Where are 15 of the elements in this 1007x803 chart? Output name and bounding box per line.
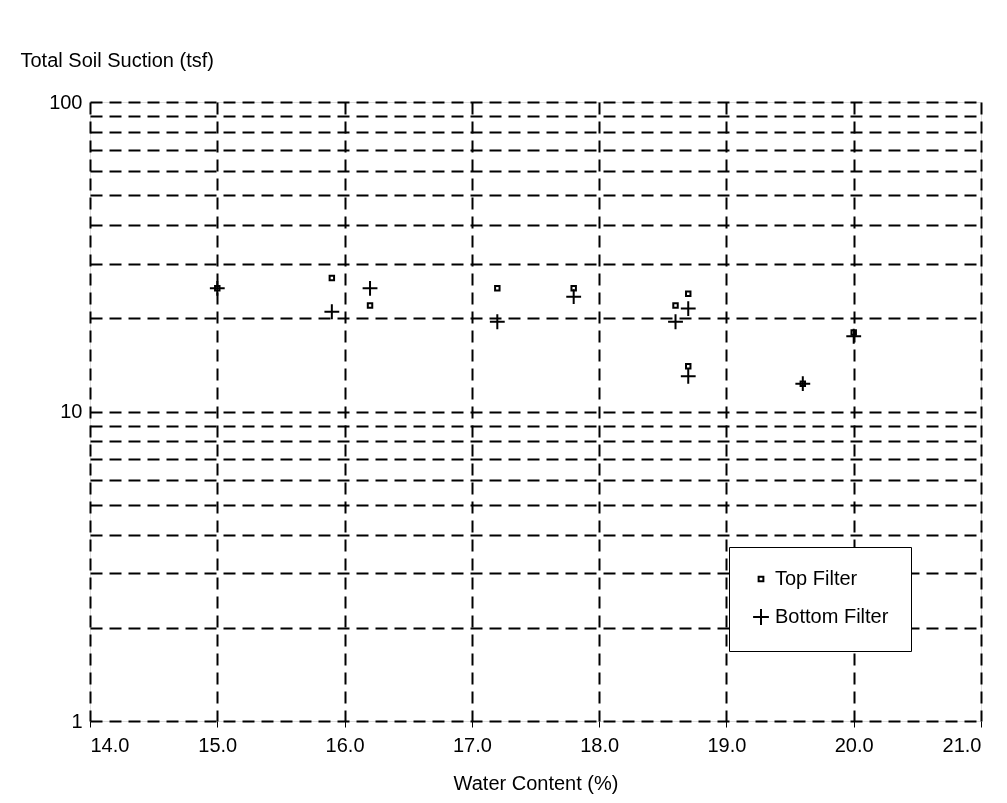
x-axis-title: Water Content (%)	[453, 771, 619, 794]
y-tick-label: 1	[71, 709, 83, 732]
x-tick-label: 16.0	[325, 733, 365, 756]
x-tick-label: 19.0	[707, 733, 747, 756]
x-tick-label: 18.0	[580, 733, 620, 756]
x-tick-label: 17.0	[452, 733, 492, 756]
legend-label: Bottom Filter	[775, 605, 889, 627]
legend-label: Top Filter	[775, 567, 858, 589]
x-tick-label: 21.0	[942, 733, 982, 756]
x-tick-label: 14.0	[90, 733, 130, 756]
y-tick-label: 100	[49, 90, 83, 113]
x-tick-label: 15.0	[198, 733, 238, 756]
y-tick-label: 10	[60, 400, 83, 422]
y-axis-title: Total Soil Suction (tsf)	[20, 48, 214, 71]
x-tick-label: 20.0	[834, 733, 874, 756]
